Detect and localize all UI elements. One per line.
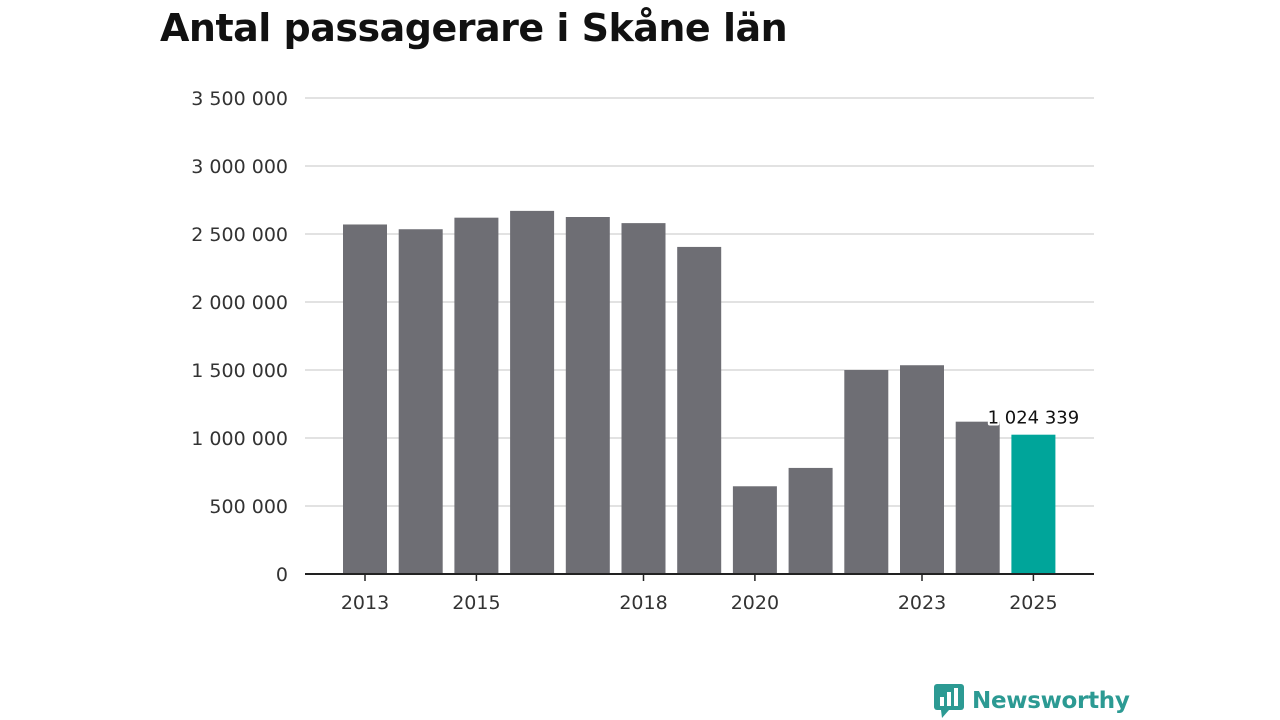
x-tick-label: 2020 [731, 592, 779, 614]
chart-title: Antal passagerare i Skåne län [160, 6, 788, 50]
data-label: 1 024 339 [988, 408, 1080, 429]
bar-chart-speech-bubble-icon [934, 684, 964, 718]
x-tick-label: 2015 [452, 592, 500, 614]
y-tick-label: 2 000 000 [191, 292, 288, 314]
brand-name: Newsworthy [972, 688, 1130, 714]
bar-2021 [788, 467, 833, 574]
y-tick-label: 500 000 [209, 496, 288, 518]
bar-2014 [398, 229, 443, 575]
y-tick-label: 1 000 000 [191, 428, 288, 450]
bar-chart: 0 500 000 1 000 000 1 500 000 2 000 000 2 500… [191, 88, 1094, 614]
bar-2017 [565, 217, 610, 574]
bar-2025 [1011, 434, 1056, 574]
bar-2015 [454, 217, 499, 574]
y-tick-label: 0 [276, 564, 288, 586]
x-tick-label: 2013 [341, 592, 389, 614]
bar-2024 [955, 421, 1000, 574]
bar-2013 [343, 224, 387, 575]
bar-2020 [732, 486, 777, 574]
bar-2019 [677, 246, 722, 575]
y-tick-label: 2 500 000 [191, 224, 288, 246]
bar-2023 [900, 365, 944, 574]
x-tick-label: 2023 [898, 592, 946, 614]
y-tick-label: 3 000 000 [191, 156, 288, 178]
bar-2018 [621, 223, 666, 574]
brand-logo: Newsworthy [934, 684, 1130, 718]
bar-2022 [844, 370, 889, 574]
bar-2016 [510, 210, 555, 574]
y-tick-label: 3 500 000 [191, 88, 288, 110]
x-tick-label: 2018 [619, 592, 667, 614]
y-tick-label: 1 500 000 [191, 360, 288, 382]
x-tick-label: 2025 [1009, 592, 1057, 614]
